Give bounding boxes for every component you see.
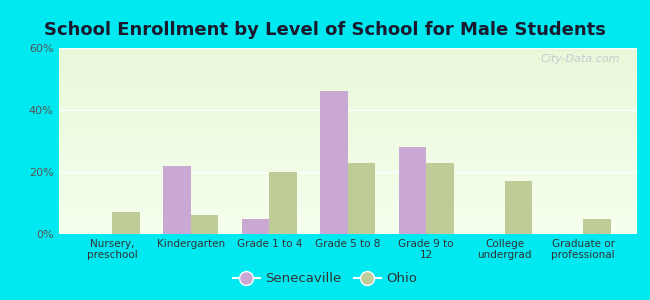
- Bar: [58, 211, 637, 213]
- Bar: [58, 206, 637, 208]
- Bar: [58, 153, 637, 155]
- Bar: [58, 69, 637, 71]
- Bar: [58, 125, 637, 127]
- Bar: [58, 57, 637, 60]
- Bar: [58, 116, 637, 118]
- Bar: [58, 55, 637, 57]
- Bar: [58, 185, 637, 188]
- Bar: [58, 173, 637, 176]
- Bar: [58, 113, 637, 116]
- Bar: [583, 218, 611, 234]
- Bar: [58, 190, 637, 192]
- Bar: [58, 101, 637, 104]
- Bar: [58, 225, 637, 227]
- Bar: [58, 229, 637, 232]
- Bar: [398, 147, 426, 234]
- Bar: [58, 94, 637, 97]
- Bar: [58, 169, 637, 171]
- Bar: [58, 127, 637, 129]
- Bar: [58, 104, 637, 106]
- Bar: [58, 132, 637, 134]
- Legend: Senecaville, Ohio: Senecaville, Ohio: [228, 267, 422, 290]
- Bar: [58, 146, 637, 148]
- Bar: [58, 167, 637, 169]
- Bar: [58, 109, 637, 111]
- Bar: [58, 202, 637, 204]
- Bar: [58, 157, 637, 160]
- Bar: [58, 232, 637, 234]
- Bar: [58, 97, 637, 99]
- Bar: [58, 222, 637, 225]
- Bar: [58, 48, 637, 50]
- Bar: [163, 166, 190, 234]
- Bar: [58, 160, 637, 162]
- Bar: [58, 62, 637, 64]
- Bar: [58, 83, 637, 85]
- Bar: [58, 171, 637, 173]
- Bar: [58, 215, 637, 218]
- Bar: [58, 208, 637, 211]
- Bar: [320, 92, 348, 234]
- Bar: [58, 78, 637, 80]
- Bar: [58, 118, 637, 120]
- Bar: [58, 141, 637, 143]
- Bar: [58, 143, 637, 146]
- Bar: [112, 212, 140, 234]
- Bar: [58, 71, 637, 74]
- Bar: [58, 155, 637, 157]
- Bar: [58, 197, 637, 199]
- Bar: [58, 76, 637, 78]
- Bar: [58, 220, 637, 222]
- Bar: [58, 67, 637, 69]
- Bar: [58, 50, 637, 53]
- Bar: [190, 215, 218, 234]
- Bar: [58, 85, 637, 88]
- Bar: [58, 90, 637, 92]
- Bar: [58, 134, 637, 136]
- Text: City-Data.com: City-Data.com: [540, 54, 619, 64]
- Bar: [58, 176, 637, 178]
- Bar: [58, 199, 637, 202]
- Bar: [58, 92, 637, 94]
- Bar: [242, 218, 269, 234]
- Bar: [58, 129, 637, 132]
- Bar: [58, 150, 637, 153]
- Bar: [58, 136, 637, 139]
- Bar: [58, 188, 637, 190]
- Bar: [58, 192, 637, 194]
- Bar: [58, 139, 637, 141]
- Bar: [58, 148, 637, 150]
- Bar: [58, 183, 637, 185]
- Bar: [58, 218, 637, 220]
- Bar: [348, 163, 375, 234]
- Bar: [58, 204, 637, 206]
- Bar: [58, 213, 637, 215]
- Bar: [58, 164, 637, 166]
- Bar: [269, 172, 297, 234]
- Bar: [58, 64, 637, 67]
- Bar: [58, 99, 637, 101]
- Bar: [58, 120, 637, 122]
- Bar: [426, 163, 454, 234]
- Bar: [58, 194, 637, 197]
- Bar: [505, 181, 532, 234]
- Bar: [58, 106, 637, 108]
- Text: School Enrollment by Level of School for Male Students: School Enrollment by Level of School for…: [44, 21, 606, 39]
- Bar: [58, 60, 637, 62]
- Bar: [58, 162, 637, 164]
- Bar: [58, 53, 637, 55]
- Bar: [58, 74, 637, 76]
- Bar: [58, 80, 637, 83]
- Bar: [58, 227, 637, 229]
- Bar: [58, 178, 637, 181]
- Bar: [58, 88, 637, 90]
- Bar: [58, 122, 637, 125]
- Bar: [58, 111, 637, 113]
- Bar: [58, 181, 637, 183]
